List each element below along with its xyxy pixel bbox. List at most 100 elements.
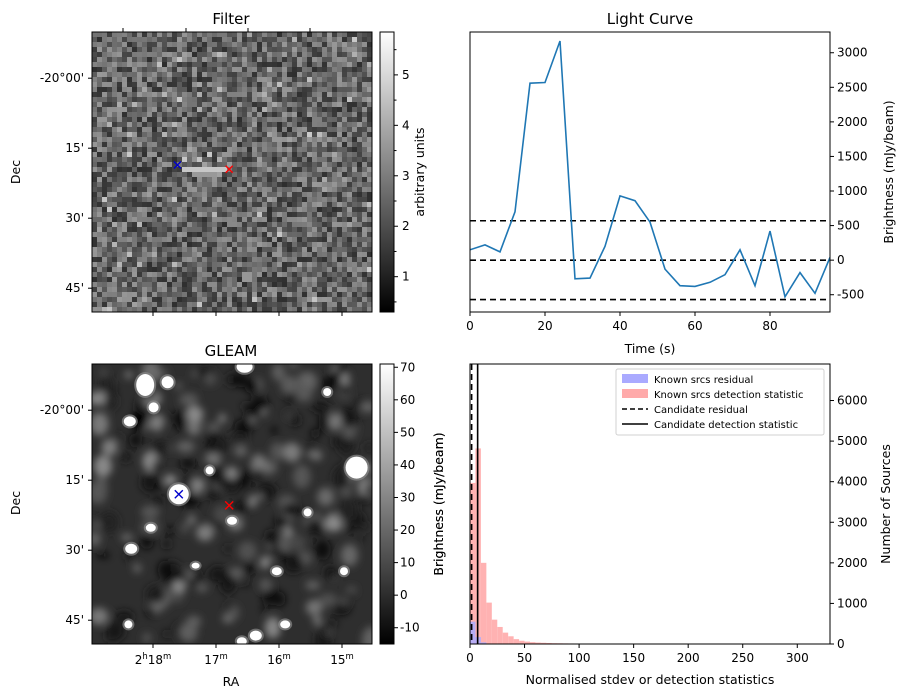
- gleam-colorbar: [379, 363, 395, 645]
- histogram-right-ylabel: Number of Sources: [878, 444, 893, 564]
- histogram-bar-detection: [502, 632, 509, 644]
- filter-title: Filter: [212, 10, 250, 28]
- gleam-marker-blue-x: [174, 489, 184, 499]
- gleam-colorbar-tick-label: 10: [400, 556, 415, 570]
- histogram-panel: 0 50 100 150 200 250 300 0 1000 2000 3000 4000 5000…: [431, 363, 893, 687]
- histogram-x-tick-label: 150: [622, 651, 645, 665]
- gleam-colorbar-tick-label: 30: [400, 490, 415, 504]
- filter-marker-blue-x: [173, 161, 182, 169]
- filter-colorbar-label: arbitrary units: [412, 127, 427, 216]
- gleam-source: [136, 374, 155, 396]
- filter-colorbar-tick-label: 5: [402, 68, 410, 82]
- histogram-frame: [469, 363, 831, 645]
- lightcurve-xlabel: Time (s): [624, 341, 676, 356]
- lightcurve-y-tick-label: 0: [837, 253, 845, 267]
- lightcurve-plot: [470, 40, 830, 301]
- histogram-left-ylabel: Brightness (mJy/beam): [431, 432, 446, 575]
- filter-colorbar-tick-label: 3: [402, 169, 410, 183]
- histogram-bar-detection: [508, 636, 514, 644]
- lightcurve-y-tick-label: 500: [837, 219, 860, 233]
- filter-colorbar-tick-label: 2: [402, 219, 410, 233]
- histogram-y-tick-label: 2000: [837, 556, 868, 570]
- gleam-colorbar-tick-label: 40: [400, 458, 415, 472]
- histogram-y-tick-label: 0: [837, 637, 845, 651]
- lightcurve-y-tick-label: 1500: [837, 149, 868, 163]
- legend-item-candidate-residual: Candidate residual: [654, 405, 748, 416]
- gleam-dec-tick-label: 30': [65, 543, 84, 557]
- legend-box: [615, 368, 825, 436]
- filter-image: [92, 32, 373, 313]
- histogram-bar-detection: [540, 642, 547, 644]
- lightcurve-x-tick-label: 60: [687, 319, 702, 333]
- lightcurve-y-tick-label: 2000: [837, 115, 868, 129]
- gleam-source: [161, 376, 174, 389]
- lightcurve-title: Light Curve: [607, 10, 693, 28]
- legend-swatch-residual: [622, 374, 648, 383]
- gleam-source: [303, 508, 312, 517]
- gleam-colorbar-tick-label: 50: [400, 425, 415, 439]
- histogram-y-tick-label: 6000: [837, 394, 868, 408]
- filter-marker-red-x: [225, 165, 234, 174]
- gleam-frame: [91, 363, 373, 645]
- legend-item-detection: Known srcs detection statistic: [654, 390, 803, 401]
- gleam-marker-red-x: [224, 500, 234, 510]
- histogram-x-tick-label: 300: [786, 651, 809, 665]
- gleam-dec-axis: -20°00' 15' 30' 45': [40, 403, 92, 627]
- lightcurve-y-tick-label: 2500: [837, 80, 868, 94]
- gleam-source: [145, 523, 156, 532]
- gleam-source: [323, 388, 332, 396]
- histogram-bar-residual: [480, 642, 487, 644]
- gleam-source: [125, 543, 138, 554]
- gleam-ylabel: Dec: [8, 491, 23, 515]
- lightcurve-y-axis: -500 0 500 1000 1500 2000 2500 3000: [830, 46, 868, 302]
- gleam-colorbar-tick-label: 20: [400, 523, 415, 537]
- gleam-markers: [174, 489, 234, 510]
- filter-colorbar-ticks: 1 2 3 4 5: [394, 49, 410, 303]
- gleam-dec-tick-label: 45': [65, 613, 84, 627]
- gleam-colorbar-tick-label: 60: [400, 393, 415, 407]
- gleam-ra-tick-label: 15m: [330, 652, 354, 667]
- gleam-source: [123, 416, 136, 427]
- gleam-source: [124, 620, 133, 629]
- gleam-source: [236, 637, 247, 644]
- histogram-bar-detection: [530, 642, 536, 644]
- gleam-ra-tick-label: 17m: [204, 652, 228, 667]
- lightcurve-y-tick-label: 3000: [837, 46, 868, 60]
- histogram-bar-detection: [470, 482, 476, 644]
- gleam-colorbar-tick-label: 70: [400, 360, 415, 374]
- gleam-colorbar-tick-label: -10: [400, 621, 420, 635]
- legend-item-candidate-detection: Candidate detection statistic: [654, 420, 798, 431]
- histogram-x-tick-label: 0: [466, 651, 474, 665]
- gleam-colorbar-label: Brightness (mJy/beam): [431, 432, 446, 575]
- lightcurve-ylabel: Brightness (mJy/beam): [881, 100, 896, 243]
- gleam-source: [280, 620, 291, 629]
- lightcurve-frame: [469, 31, 831, 313]
- histogram-y-tick-label: 3000: [837, 515, 868, 529]
- lightcurve-series-line: [470, 40, 830, 299]
- gleam-ra-tick-label: 2h18m: [135, 652, 172, 667]
- gleam-source: [236, 364, 253, 373]
- filter-dec-tick-label: 30': [65, 211, 84, 225]
- gleam-panel: GLEAM -20°00' 15' 30' 45' Dec 2h18m 17m 16m 15…: [8, 342, 446, 689]
- histogram-y-tick-label: 1000: [837, 596, 868, 610]
- histogram-bar-detection: [546, 642, 552, 644]
- gleam-source: [271, 567, 282, 576]
- lightcurve-x-tick-label: 40: [612, 319, 627, 333]
- histogram-bar-detection: [524, 641, 530, 644]
- gleam-source: [249, 630, 262, 641]
- lightcurve-x-tick-label: 0: [466, 319, 474, 333]
- lightcurve-x-axis: 0 20 40 60 80: [466, 312, 778, 333]
- lightcurve-y-tick-label: 1000: [837, 184, 868, 198]
- filter-ra-ticks: [122, 28, 343, 316]
- histogram-plot: [470, 364, 825, 644]
- histogram-y-tick-label: 5000: [837, 434, 868, 448]
- gleam-dec-tick-label: 15': [65, 473, 84, 487]
- lightcurve-x-tick-label: 80: [762, 319, 777, 333]
- histogram-legend: Known srcs residual Known srcs detection…: [615, 368, 825, 436]
- filter-colorbar: [379, 31, 395, 313]
- gleam-ra-tick-label: 16m: [267, 652, 291, 667]
- gleam-title: GLEAM: [205, 342, 258, 360]
- gleam-image: [92, 364, 372, 644]
- histogram-y-axis: 0 1000 2000 3000 4000 5000 6000: [830, 394, 868, 651]
